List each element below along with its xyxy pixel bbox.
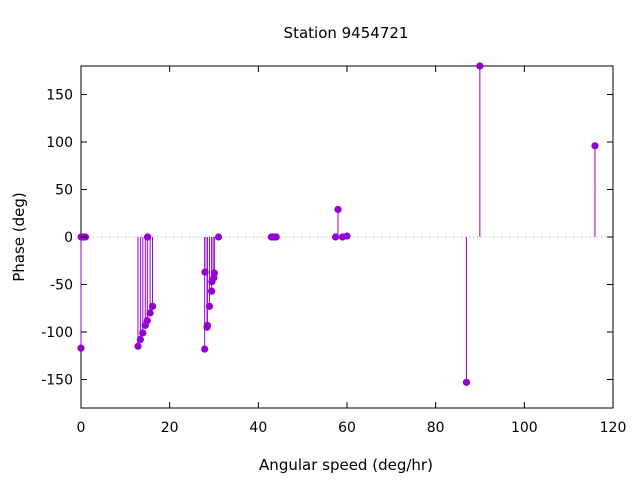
- data-point: [205, 302, 214, 310]
- data-point: [210, 269, 218, 277]
- data-point: [139, 329, 147, 337]
- data-point: [331, 233, 340, 241]
- x-tick-label: 40: [249, 420, 267, 436]
- x-tick-label: 80: [427, 420, 445, 436]
- y-tick-label: -150: [41, 373, 73, 389]
- data-point: [77, 344, 85, 352]
- data-point: [146, 309, 154, 317]
- x-tick-label: 20: [161, 420, 179, 436]
- data-point: [148, 302, 157, 310]
- data-point: [201, 345, 209, 353]
- data-point: [136, 336, 145, 344]
- x-axis-label: Angular speed (deg/hr): [259, 456, 433, 474]
- y-tick-label: 0: [64, 230, 73, 246]
- data-point: [143, 317, 151, 325]
- data-point: [462, 378, 471, 386]
- y-tick-label: -50: [50, 278, 73, 294]
- x-tick-label: 60: [338, 420, 356, 436]
- data-point: [134, 342, 142, 350]
- data-point: [476, 62, 484, 70]
- data-point: [208, 287, 216, 295]
- x-tick-label: 100: [511, 420, 538, 436]
- data-point: [334, 205, 342, 214]
- y-tick-label: -100: [41, 325, 73, 341]
- data-point: [343, 232, 351, 240]
- data-point: [272, 233, 280, 241]
- x-axis: 0 20 40 60 80 100 120: [77, 66, 627, 436]
- x-tick-label: 120: [600, 420, 627, 436]
- data-series: [77, 62, 599, 386]
- data-point: [203, 321, 211, 329]
- data-point: [591, 142, 599, 150]
- y-tick-label: 150: [46, 88, 73, 104]
- y-axis: -150 -100 -50 0 50 100 150: [41, 88, 613, 389]
- y-tick-label: 50: [55, 183, 73, 199]
- plot-area: [77, 62, 614, 409]
- data-point: [144, 233, 152, 241]
- data-point: [214, 233, 223, 241]
- chart-title: Station 9454721: [284, 24, 409, 42]
- y-axis-label: Phase (deg): [10, 192, 28, 282]
- y-tick-label: 100: [46, 135, 73, 151]
- x-tick-label: 0: [77, 420, 86, 436]
